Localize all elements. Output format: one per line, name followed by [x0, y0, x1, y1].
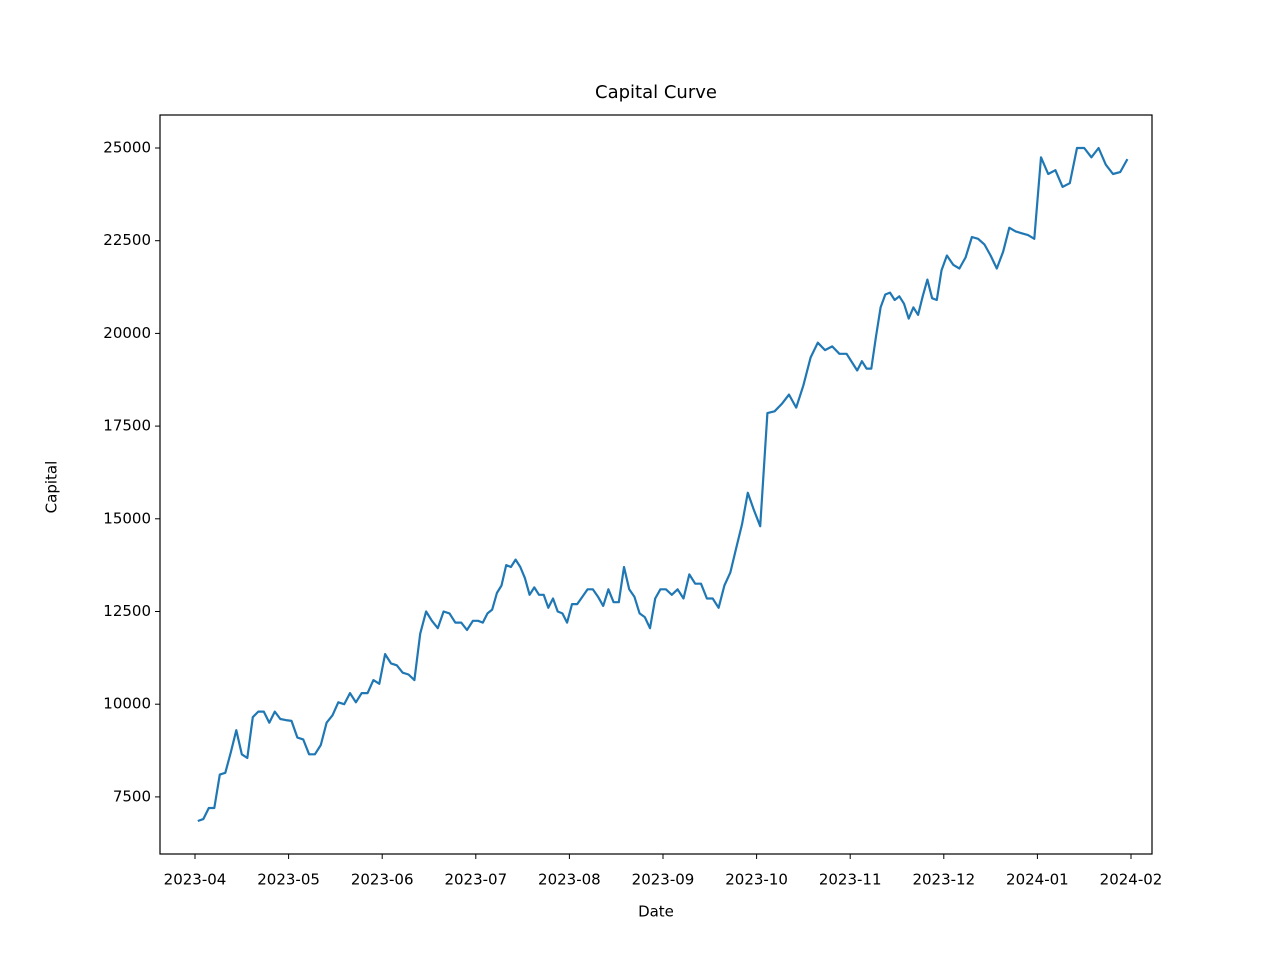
- y-tick-label: 22500: [103, 231, 151, 249]
- x-tick-label: 2023-05: [257, 871, 320, 889]
- x-tick-label: 2023-08: [538, 871, 601, 889]
- chart-title: Capital Curve: [595, 82, 717, 103]
- x-tick-label: 2024-02: [1100, 871, 1163, 889]
- y-tick-label: 17500: [103, 417, 151, 435]
- x-tick-label: 2023-04: [164, 871, 227, 889]
- x-tick-label: 2023-11: [819, 871, 882, 889]
- x-tick-label: 2023-12: [912, 871, 975, 889]
- x-tick-label: 2023-09: [632, 871, 695, 889]
- y-tick-label: 15000: [103, 509, 151, 527]
- y-tick-label: 7500: [113, 787, 151, 805]
- x-tick-label: 2023-10: [725, 871, 788, 889]
- x-tick-label: 2023-07: [444, 871, 507, 889]
- y-axis-label: Capital: [43, 461, 61, 514]
- x-axis-label: Date: [638, 903, 674, 921]
- y-tick-label: 10000: [103, 695, 151, 713]
- y-tick-label: 12500: [103, 602, 151, 620]
- y-tick-label: 25000: [103, 139, 151, 157]
- x-tick-label: 2023-06: [351, 871, 414, 889]
- y-tick-label: 20000: [103, 324, 151, 342]
- capital-line: [197, 146, 1129, 823]
- plot-frame: [159, 114, 1153, 855]
- x-tick-label: 2024-01: [1006, 871, 1069, 889]
